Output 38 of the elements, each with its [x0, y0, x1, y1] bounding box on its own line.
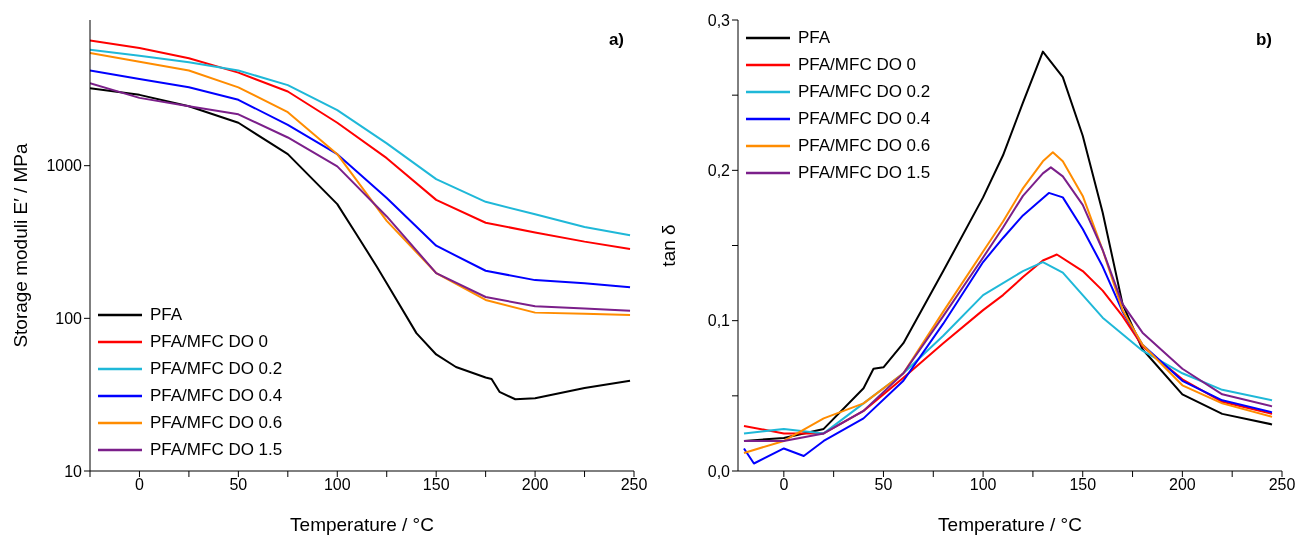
- y-axis-title: tan δ: [657, 224, 679, 267]
- y-tick-label: 100: [55, 310, 83, 328]
- x-tick-label: 50: [229, 476, 248, 494]
- legend-label: PFA/MFC DO 0: [150, 331, 269, 353]
- legend-label: PFA/MFC DO 0.6: [798, 135, 931, 157]
- x-tick-label: 250: [1268, 476, 1296, 494]
- y-tick-label: 0,0: [707, 462, 731, 480]
- legend-label: PFA/MFC DO 0.4: [150, 385, 283, 407]
- x-axis-title: Temperature / °C: [290, 514, 434, 535]
- y-axis-title: Storage moduli E′ / MPa: [9, 142, 31, 348]
- legend-label: PFA/MFC DO 1.5: [798, 162, 931, 184]
- x-tick-label: 0: [779, 476, 789, 494]
- legend-label: PFA/MFC DO 0.2: [150, 358, 283, 380]
- legend-label: PFA/MFC DO 0: [798, 54, 917, 76]
- y-tick-label: 1000: [46, 157, 83, 175]
- line-series: [742, 191, 1274, 465]
- x-tick-label: 100: [323, 476, 351, 494]
- x-tick-label: 100: [969, 476, 997, 494]
- x-tick-label: 150: [422, 476, 450, 494]
- x-tick-label: 250: [620, 476, 648, 494]
- y-tick-label: 10: [64, 462, 83, 480]
- x-tick-label: 0: [135, 476, 144, 494]
- legend-label: PFA/MFC DO 0.6: [150, 412, 283, 434]
- y-tick-label: 0,3: [707, 11, 731, 29]
- y-tick-label: 0,2: [707, 162, 731, 180]
- legend-label: PFA: [150, 304, 183, 326]
- x-tick-label: 200: [1169, 476, 1196, 494]
- legend-label: PFA/MFC DO 0.4: [798, 108, 931, 130]
- annotation: b): [1255, 30, 1272, 50]
- x-tick-label: 150: [1069, 476, 1097, 494]
- annotation: a): [608, 30, 624, 50]
- x-tick-label: 200: [521, 476, 549, 494]
- legend-label: PFA: [798, 27, 831, 49]
- y-tick-label: 0,1: [707, 312, 731, 330]
- legend-label: PFA/MFC DO 1.5: [150, 439, 283, 461]
- x-tick-label: 50: [874, 476, 893, 494]
- legend-label: PFA/MFC DO 0.2: [798, 81, 931, 103]
- x-axis-title: Temperature / °C: [938, 514, 1082, 535]
